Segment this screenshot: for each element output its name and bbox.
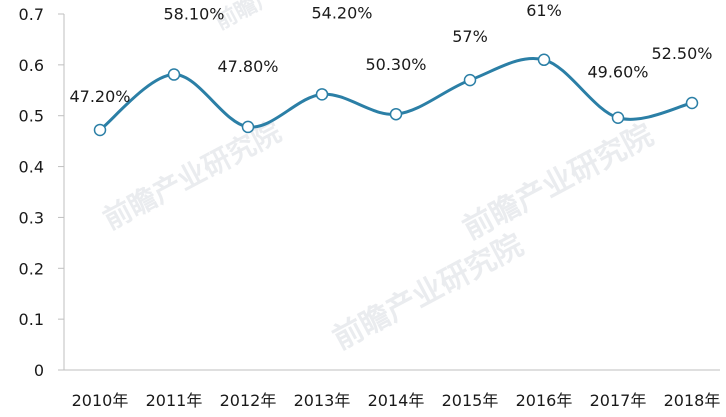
x-tick-label: 2014年 (368, 391, 425, 410)
y-tick-label: 0.7 (19, 5, 44, 24)
x-tick-label: 2013年 (294, 391, 351, 410)
data-label: 54.20% (311, 3, 372, 22)
data-label: 58.10% (163, 5, 224, 24)
y-tick-label: 0.6 (19, 56, 44, 75)
data-label: 50.30% (365, 55, 426, 74)
data-label: 52.50% (651, 44, 712, 63)
x-tick-label: 2018年 (664, 391, 721, 410)
x-tick-label: 2012年 (220, 391, 277, 410)
data-label: 57% (452, 27, 488, 46)
data-label: 61% (526, 1, 562, 20)
x-tick-label: 2015年 (442, 391, 499, 410)
data-point (537, 53, 551, 67)
y-tick-label: 0.3 (19, 208, 44, 227)
x-tick-label: 2010年 (72, 391, 129, 410)
data-labels: 47.20% 58.10% 47.80% 54.20% 50.30% 57% 61% 49.6… (69, 1, 712, 106)
data-point (93, 123, 107, 137)
data-point (611, 111, 625, 124)
y-tick-labels: 0 0.1 0.2 0.3 0.4 0.5 0.6 0.7 (19, 5, 64, 380)
y-tick-label: 0.5 (19, 107, 44, 126)
x-tick-labels: 2010年 2011年 2012年 2013年 2014年 2015年 2016年 2017年… (72, 391, 721, 410)
data-label: 47.20% (69, 87, 130, 106)
x-tick-label: 2011年 (146, 391, 203, 410)
watermark-text: 前瞻产业研究院 (327, 228, 529, 357)
y-tick-label: 0 (34, 361, 44, 380)
data-label: 49.60% (587, 63, 648, 82)
data-point (315, 88, 329, 101)
data-point (389, 107, 403, 121)
x-tick-label: 2017年 (590, 391, 647, 410)
data-point (167, 68, 181, 81)
data-point (463, 73, 477, 87)
data-markers (93, 53, 699, 137)
y-tick-label: 0.4 (19, 158, 44, 177)
data-label: 47.80% (217, 57, 278, 76)
y-tick-label: 0.1 (19, 310, 44, 329)
watermark-text: 前瞻产业研究院 (98, 115, 287, 236)
watermark-layer: 前瞻产业研究院前瞻产业研究院前瞻产业研究院前瞻产业研究院 (98, 0, 659, 357)
y-tick-label: 0.2 (19, 259, 44, 278)
data-point (241, 120, 255, 134)
data-point (685, 96, 699, 110)
watermark-text: 前瞻产业研究院 (457, 118, 659, 247)
x-tick-label: 2016年 (516, 391, 573, 410)
